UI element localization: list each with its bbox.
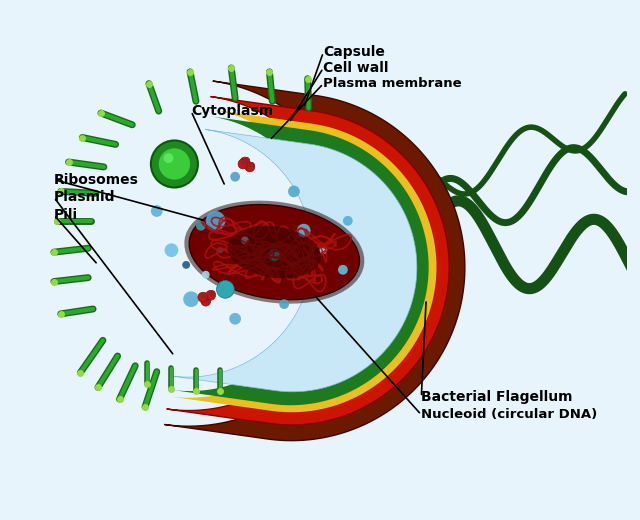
Circle shape — [268, 249, 280, 261]
Polygon shape — [168, 109, 436, 412]
Circle shape — [216, 281, 234, 298]
Polygon shape — [170, 116, 429, 405]
Circle shape — [279, 299, 289, 309]
Circle shape — [183, 291, 199, 307]
Circle shape — [229, 313, 241, 324]
Circle shape — [338, 265, 348, 275]
Ellipse shape — [227, 226, 321, 278]
Circle shape — [319, 246, 327, 254]
Circle shape — [230, 172, 240, 181]
Text: Cell wall: Cell wall — [323, 61, 389, 75]
Circle shape — [205, 290, 216, 300]
Circle shape — [268, 249, 280, 261]
Circle shape — [238, 159, 248, 169]
Text: Plasma membrane: Plasma membrane — [323, 77, 462, 90]
Circle shape — [343, 216, 353, 226]
Circle shape — [151, 140, 198, 188]
Circle shape — [297, 224, 310, 238]
Circle shape — [210, 290, 216, 296]
Circle shape — [249, 162, 255, 168]
Circle shape — [241, 237, 249, 244]
Ellipse shape — [189, 204, 360, 300]
Circle shape — [202, 271, 210, 279]
Text: Plasmid: Plasmid — [54, 190, 115, 204]
Circle shape — [244, 157, 250, 163]
Circle shape — [205, 296, 211, 302]
Circle shape — [240, 157, 250, 167]
Circle shape — [202, 292, 208, 298]
Text: Capsule: Capsule — [323, 45, 385, 59]
Text: Cytoplasm: Cytoplasm — [191, 104, 273, 118]
Polygon shape — [170, 129, 417, 392]
Circle shape — [216, 281, 234, 298]
Circle shape — [242, 159, 248, 165]
Circle shape — [164, 153, 173, 163]
Circle shape — [205, 211, 225, 230]
Circle shape — [182, 261, 190, 269]
Text: Nucleoid (circular DNA): Nucleoid (circular DNA) — [421, 408, 598, 421]
Circle shape — [161, 166, 172, 178]
Text: Ribosomes: Ribosomes — [54, 173, 139, 187]
Text: Pili: Pili — [54, 208, 78, 222]
Circle shape — [164, 243, 179, 257]
Polygon shape — [166, 97, 449, 425]
Circle shape — [159, 148, 190, 179]
Circle shape — [198, 292, 208, 302]
Text: Bacterial Flagellum: Bacterial Flagellum — [421, 390, 573, 404]
Circle shape — [196, 221, 205, 230]
Polygon shape — [164, 81, 465, 440]
Circle shape — [201, 296, 211, 306]
Ellipse shape — [184, 201, 364, 304]
Circle shape — [245, 162, 255, 172]
Circle shape — [218, 248, 223, 253]
Circle shape — [288, 186, 300, 197]
Circle shape — [151, 205, 163, 217]
